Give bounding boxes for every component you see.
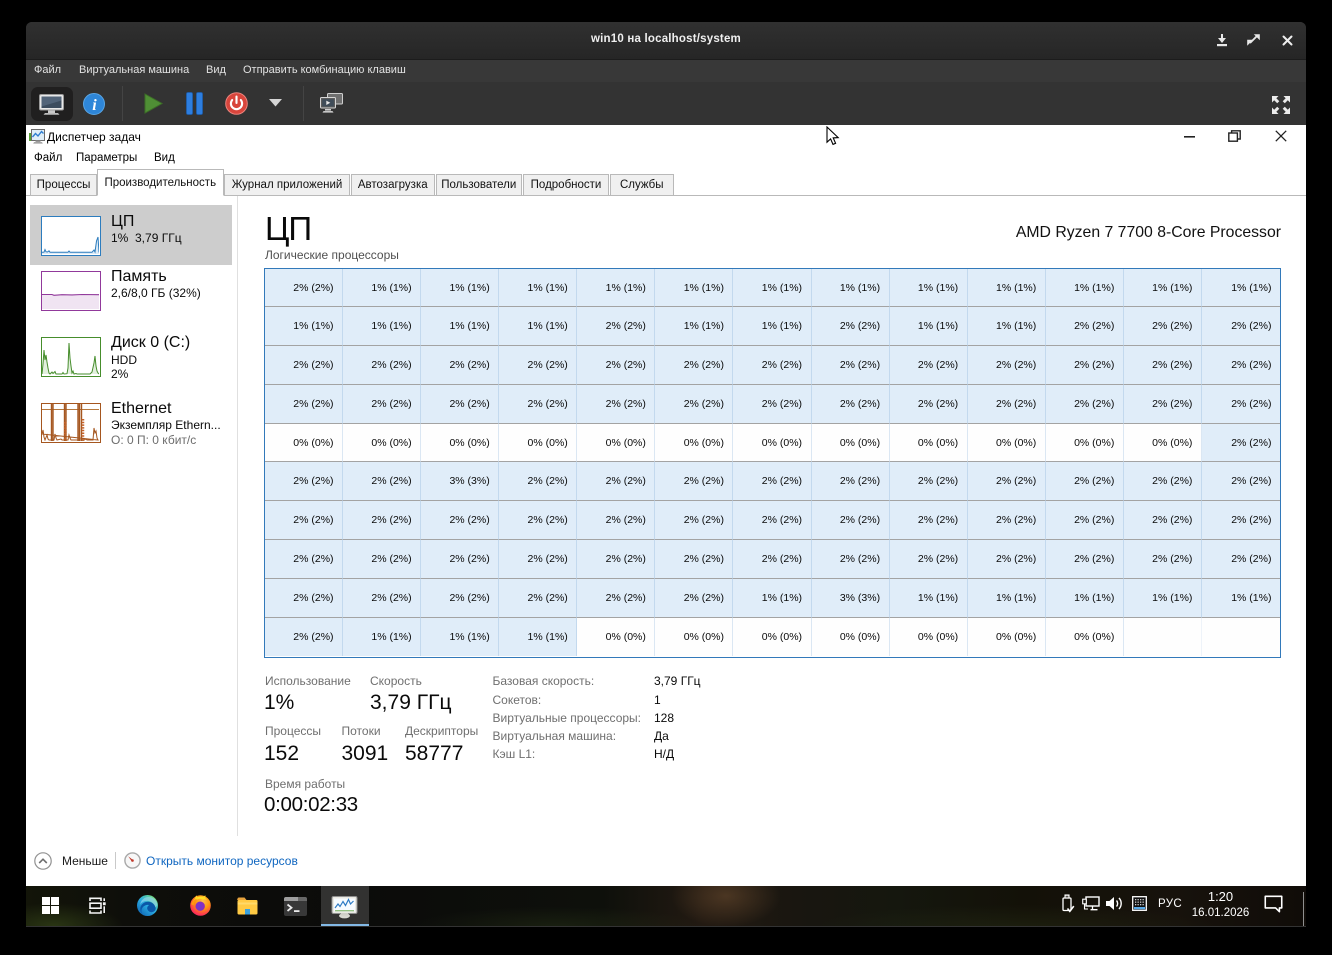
svg-text:i: i [92, 97, 97, 114]
